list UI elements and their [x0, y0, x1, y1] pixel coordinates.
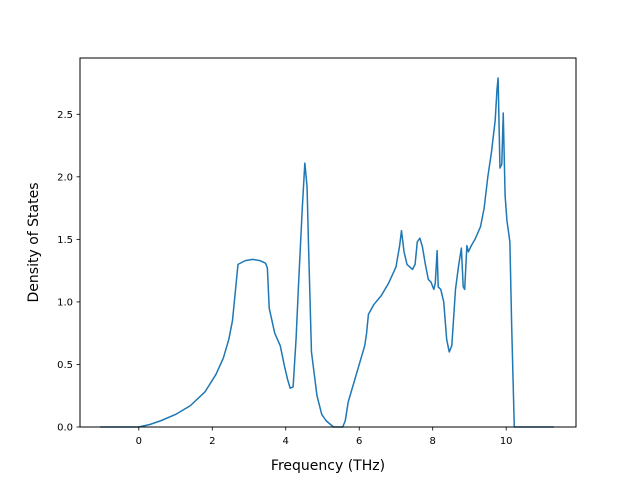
x-tick-label: 0: [136, 436, 142, 447]
x-tick-label: 2: [209, 436, 215, 447]
series-line-0: [100, 77, 554, 428]
x-tick-label: 6: [356, 436, 362, 447]
x-tick-label: 4: [283, 436, 289, 447]
y-axis-label: Density of States: [26, 183, 42, 303]
y-tick-label: 2.0: [57, 172, 73, 183]
y-tick-label: 1.5: [57, 235, 73, 246]
y-tick-label: 2.5: [57, 110, 73, 121]
y-axis-ticks: 0.0 0.5 1.0 1.5 2.0 2.5: [57, 110, 80, 434]
x-axis-ticks: 0 2 4 6 8 10: [136, 427, 513, 447]
x-tick-label: 10: [500, 436, 513, 447]
x-axis-label: Frequency (THz): [271, 458, 385, 474]
y-tick-label: 0.5: [57, 360, 73, 371]
plot-area: [100, 77, 554, 428]
x-tick-label: 8: [430, 436, 436, 447]
y-tick-label: 0.0: [57, 423, 73, 434]
y-tick-label: 1.0: [57, 297, 73, 308]
axes-frame: [79, 57, 577, 428]
